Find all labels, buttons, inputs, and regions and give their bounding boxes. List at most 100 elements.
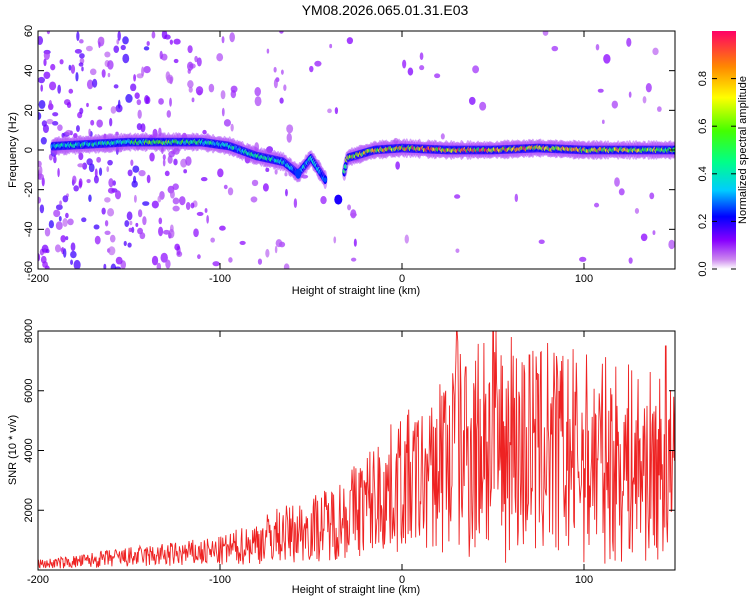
noise-speck	[113, 84, 119, 89]
noise-speck	[129, 220, 133, 226]
noise-speck	[202, 129, 207, 135]
noise-speck	[187, 80, 194, 89]
noise-speck	[134, 92, 140, 99]
noise-speck	[217, 168, 224, 178]
noise-speck	[38, 76, 45, 84]
noise-speck	[67, 218, 74, 226]
noise-speck	[168, 228, 175, 239]
noise-speck	[197, 254, 201, 260]
noise-speck	[65, 129, 73, 136]
noise-speck	[159, 50, 163, 60]
noise-speck	[114, 190, 122, 200]
noise-speck	[48, 99, 53, 109]
noise-speck	[254, 96, 262, 107]
snr-panel: -200 -100 0 100 2000 4000 6000 8000 Height of s…	[7, 319, 676, 596]
noise-speck	[151, 200, 159, 209]
x-tick-label: -200	[27, 574, 49, 586]
noise-speck	[65, 236, 69, 241]
noise-speck	[626, 37, 632, 47]
noise-speck	[283, 84, 287, 91]
noise-speck	[168, 150, 175, 158]
noise-speck	[455, 248, 460, 253]
noise-speck	[104, 230, 111, 235]
noise-speck	[70, 250, 77, 259]
noise-speck	[120, 44, 126, 51]
noise-speck	[347, 204, 352, 211]
noise-speck	[266, 48, 270, 54]
noise-speck	[628, 91, 632, 98]
noise-speck	[90, 119, 95, 126]
noise-speck	[162, 229, 171, 235]
noise-speck	[164, 170, 170, 177]
noise-speck	[138, 169, 146, 177]
noise-speck	[279, 97, 284, 104]
noise-speck	[187, 45, 193, 54]
noise-speck	[640, 233, 648, 242]
noise-speck	[220, 90, 226, 100]
noise-speck	[142, 201, 150, 206]
noise-speck	[52, 112, 59, 117]
noise-speck	[223, 184, 228, 190]
noise-speck	[114, 266, 122, 269]
noise-speck	[250, 196, 258, 203]
noise-speck	[86, 79, 94, 90]
noise-speck	[50, 63, 56, 71]
noise-speck	[479, 101, 487, 111]
noise-speck	[142, 216, 147, 226]
noise-speck	[38, 196, 42, 204]
noise-speck	[183, 169, 188, 174]
noise-speck	[188, 86, 193, 93]
noise-speck	[551, 45, 559, 52]
noise-speck	[53, 155, 57, 164]
noise-speck	[79, 107, 84, 115]
noise-speck	[642, 96, 647, 104]
noise-speck	[143, 65, 151, 74]
noise-speck	[169, 190, 175, 199]
noise-speck	[48, 220, 54, 229]
noise-speck	[42, 261, 48, 268]
noise-speck	[79, 39, 84, 44]
noise-speck	[230, 85, 238, 93]
noise-speck	[320, 196, 327, 205]
noise-speck	[130, 159, 134, 166]
x-tick-label: -100	[209, 574, 231, 586]
noise-speck	[46, 118, 54, 125]
snr-marks	[38, 331, 675, 569]
noise-speck	[39, 204, 45, 214]
noise-speck	[172, 197, 180, 205]
noise-speck	[104, 197, 111, 203]
noise-speck	[173, 58, 179, 64]
noise-speck	[419, 65, 425, 71]
noise-speck	[108, 246, 116, 256]
noise-speck	[652, 47, 659, 56]
x-tick-label: 0	[399, 273, 405, 285]
noise-speck	[309, 65, 314, 73]
noise-speck	[160, 252, 168, 263]
noise-speck	[70, 259, 74, 265]
colorbar-tick-label: 0.2	[697, 214, 709, 229]
noise-speck	[286, 132, 292, 143]
noise-speck	[139, 232, 146, 240]
colorbar-label: Normalized spectral amplitude	[737, 76, 749, 224]
noise-speck	[149, 152, 155, 162]
y-tick-label: 6000	[23, 379, 35, 403]
noise-speck	[210, 237, 215, 243]
noise-speck	[274, 245, 278, 254]
noise-speck	[38, 173, 44, 180]
noise-speck	[204, 208, 208, 213]
y-tick-label: 40	[23, 65, 35, 77]
noise-speck	[54, 244, 61, 253]
noise-speck	[108, 178, 114, 188]
noise-speck	[107, 208, 115, 217]
noise-speck	[628, 257, 633, 264]
noise-speck	[94, 168, 98, 178]
noise-speck	[110, 263, 117, 269]
noise-speck	[40, 137, 47, 145]
noise-speck	[657, 106, 662, 112]
noise-speck	[156, 262, 162, 269]
noise-speck	[52, 121, 59, 126]
y-tick-label: -60	[23, 261, 35, 277]
noise-speck	[353, 238, 357, 247]
noise-speck	[43, 58, 47, 67]
noise-speck	[594, 202, 600, 208]
